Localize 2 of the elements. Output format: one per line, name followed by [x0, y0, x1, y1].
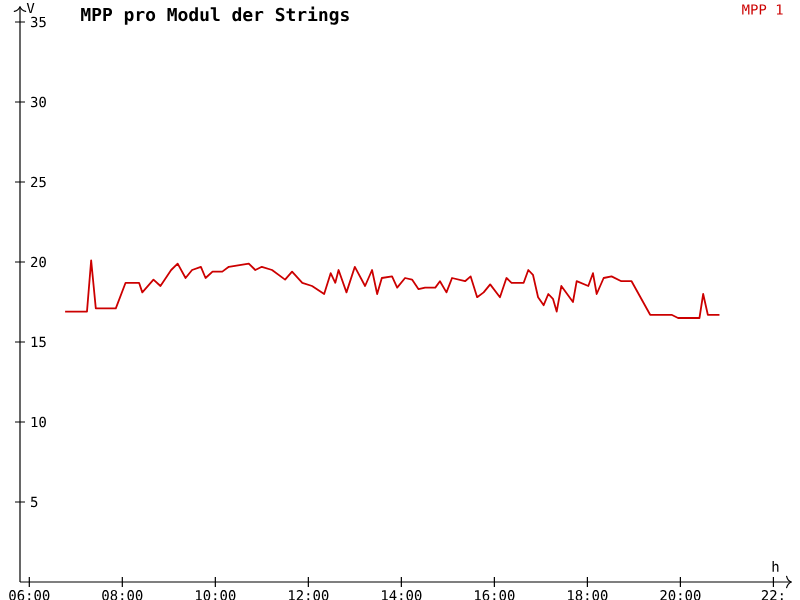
- line-series: [64, 259, 721, 319]
- chart-title: MPP pro Modul der Strings: [81, 6, 349, 25]
